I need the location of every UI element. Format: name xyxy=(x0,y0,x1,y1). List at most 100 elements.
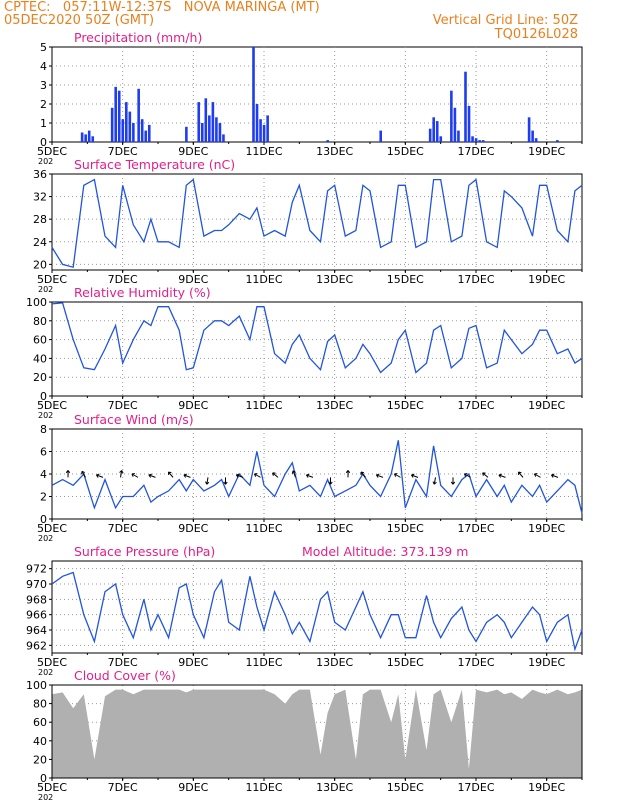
precip-bar xyxy=(266,115,269,142)
wind-arrow-head xyxy=(411,474,414,478)
wind-ytick-label: 0 xyxy=(40,513,47,526)
precip-bar xyxy=(128,111,132,142)
wind-xtick-label: 5DEC xyxy=(37,522,67,535)
precip-bar xyxy=(121,119,125,142)
wind-arrow xyxy=(119,470,124,478)
precip-bar xyxy=(439,136,443,142)
cloud-ytick-label: 60 xyxy=(33,716,47,729)
wind-arrow-shaft xyxy=(360,471,366,478)
precip-bar xyxy=(379,130,382,142)
wind-arrow-shaft xyxy=(394,473,401,478)
pressure-xtick-label: 7DEC xyxy=(108,656,138,669)
pressure-series-line xyxy=(51,571,583,652)
wind-arrow xyxy=(236,473,244,478)
precip-bar xyxy=(453,107,457,142)
precip-bar xyxy=(252,47,255,142)
wind-arrow xyxy=(96,473,104,478)
temperature-ytick-label: 32 xyxy=(33,191,47,204)
precip-bar xyxy=(471,136,474,142)
temperature-xtick-label: 5DEC xyxy=(37,273,67,286)
precipitation-year-label: 202 xyxy=(38,157,53,166)
cloud-panel: 0 20 40 60 80 100 5DEC 7DEC 9DEC 11DEC 13DEC 15DEC 1… xyxy=(26,668,583,800)
cloud-xtick-label: 11DEC xyxy=(245,781,282,794)
humidity-ytick-label: 20 xyxy=(33,371,47,384)
wind-arrow-head xyxy=(291,470,294,474)
wind-arrow xyxy=(345,470,351,478)
humidity-frame xyxy=(51,301,583,397)
wind-arrow-shaft xyxy=(131,473,139,478)
wind-arrow-shaft xyxy=(120,470,123,478)
wind-arrow-shaft xyxy=(81,471,86,478)
wind-arrow xyxy=(411,473,419,478)
precip-bar xyxy=(140,119,144,142)
wind-xtick-label: 11DEC xyxy=(245,522,282,535)
wind-arrow-shaft xyxy=(254,473,261,478)
wind-arrow xyxy=(518,471,524,478)
wind-arrow-head xyxy=(272,472,274,476)
precipitation-xtick-label: 13DEC xyxy=(316,145,353,158)
precipitation-xtick-label: 9DEC xyxy=(178,145,208,158)
wind-arrow-shaft xyxy=(551,474,559,478)
wind-arrow xyxy=(291,470,296,478)
precipitation-ytick-label: 2 xyxy=(40,98,47,111)
wind-arrow xyxy=(393,473,401,478)
wind-arrow-shaft xyxy=(433,477,436,485)
wind-arrow xyxy=(450,477,456,485)
pressure-xtick-label: 15DEC xyxy=(387,656,424,669)
temperature-series-line xyxy=(51,178,583,269)
cloud-ytick-label: 40 xyxy=(33,735,47,748)
cloud-xtick-label: 5DEC xyxy=(37,781,67,794)
precipitation-xtick-label: 19DEC xyxy=(528,145,565,158)
precipitation-ytick-label: 3 xyxy=(40,79,47,92)
precip-bar xyxy=(222,134,225,142)
wind-arrow-shaft xyxy=(292,470,296,478)
precipitation-title: Precipitation (mm/h) xyxy=(74,30,202,45)
precip-bar xyxy=(432,117,435,142)
precip-bar xyxy=(114,86,117,142)
wind-arrow xyxy=(463,473,471,478)
wind-ytick-label: 4 xyxy=(40,468,47,481)
wind-arrow-shaft xyxy=(464,473,471,478)
humidity-xtick-label: 17DEC xyxy=(457,399,494,412)
cloud-ytick-label: 80 xyxy=(33,698,47,711)
wind-arrow-shaft xyxy=(518,471,524,478)
precip-bar xyxy=(185,126,188,142)
header-location: CPTEC: 057:11W-12:37S NOVA MARINGA (MT) xyxy=(4,0,320,15)
precip-bar xyxy=(200,123,204,142)
temperature-year-label: 202 xyxy=(38,285,53,294)
pressure-xtick-label: 11DEC xyxy=(245,656,282,669)
wind-arrow-head xyxy=(225,481,228,485)
temperature-ytick-label: 28 xyxy=(33,213,47,226)
precip-bar xyxy=(326,140,329,142)
wind-arrow-head xyxy=(65,470,69,474)
wind-ytick-label: 8 xyxy=(40,423,47,436)
precip-bar xyxy=(132,123,135,142)
wind-xtick-label: 15DEC xyxy=(387,522,424,535)
wind-arrow-head xyxy=(433,481,437,485)
precipitation-xtick-label: 15DEC xyxy=(387,145,424,158)
precip-bar xyxy=(457,130,460,142)
wind-xtick-label: 7DEC xyxy=(108,522,138,535)
precip-bar xyxy=(467,105,471,142)
precipitation-ytick-label: 0 xyxy=(40,136,47,149)
wind-arrow xyxy=(272,472,279,478)
precipitation-ytick-label: 4 xyxy=(40,60,47,73)
cloud-title: Cloud Cover (%) xyxy=(74,668,176,683)
pressure-title: Surface Pressure (hPa) xyxy=(74,544,215,559)
wind-arrow-head xyxy=(119,470,123,473)
wind-arrow xyxy=(432,477,437,485)
wind-arrow-shaft xyxy=(272,472,279,478)
temperature-ytick-label: 20 xyxy=(33,258,47,271)
humidity-ytick-label: 100 xyxy=(26,296,47,309)
wind-panel: 0 2 4 6 8 5DEC 7DEC 9DEC 11DEC 13DEC 15DEC 17DEC 19D… xyxy=(37,412,583,543)
precip-bar xyxy=(255,104,259,142)
cloud-xtick-label: 9DEC xyxy=(178,781,208,794)
cloud-year-label: 202 xyxy=(38,793,53,800)
temperature-xtick-label: 17DEC xyxy=(457,273,494,286)
wind-arrow-head xyxy=(253,473,257,477)
precip-bar xyxy=(478,140,481,142)
temperature-title: Surface Temperature (nC) xyxy=(74,157,235,172)
pressure-frame xyxy=(51,560,583,654)
precip-bar xyxy=(144,130,148,142)
wind-arrow-head xyxy=(533,473,537,477)
